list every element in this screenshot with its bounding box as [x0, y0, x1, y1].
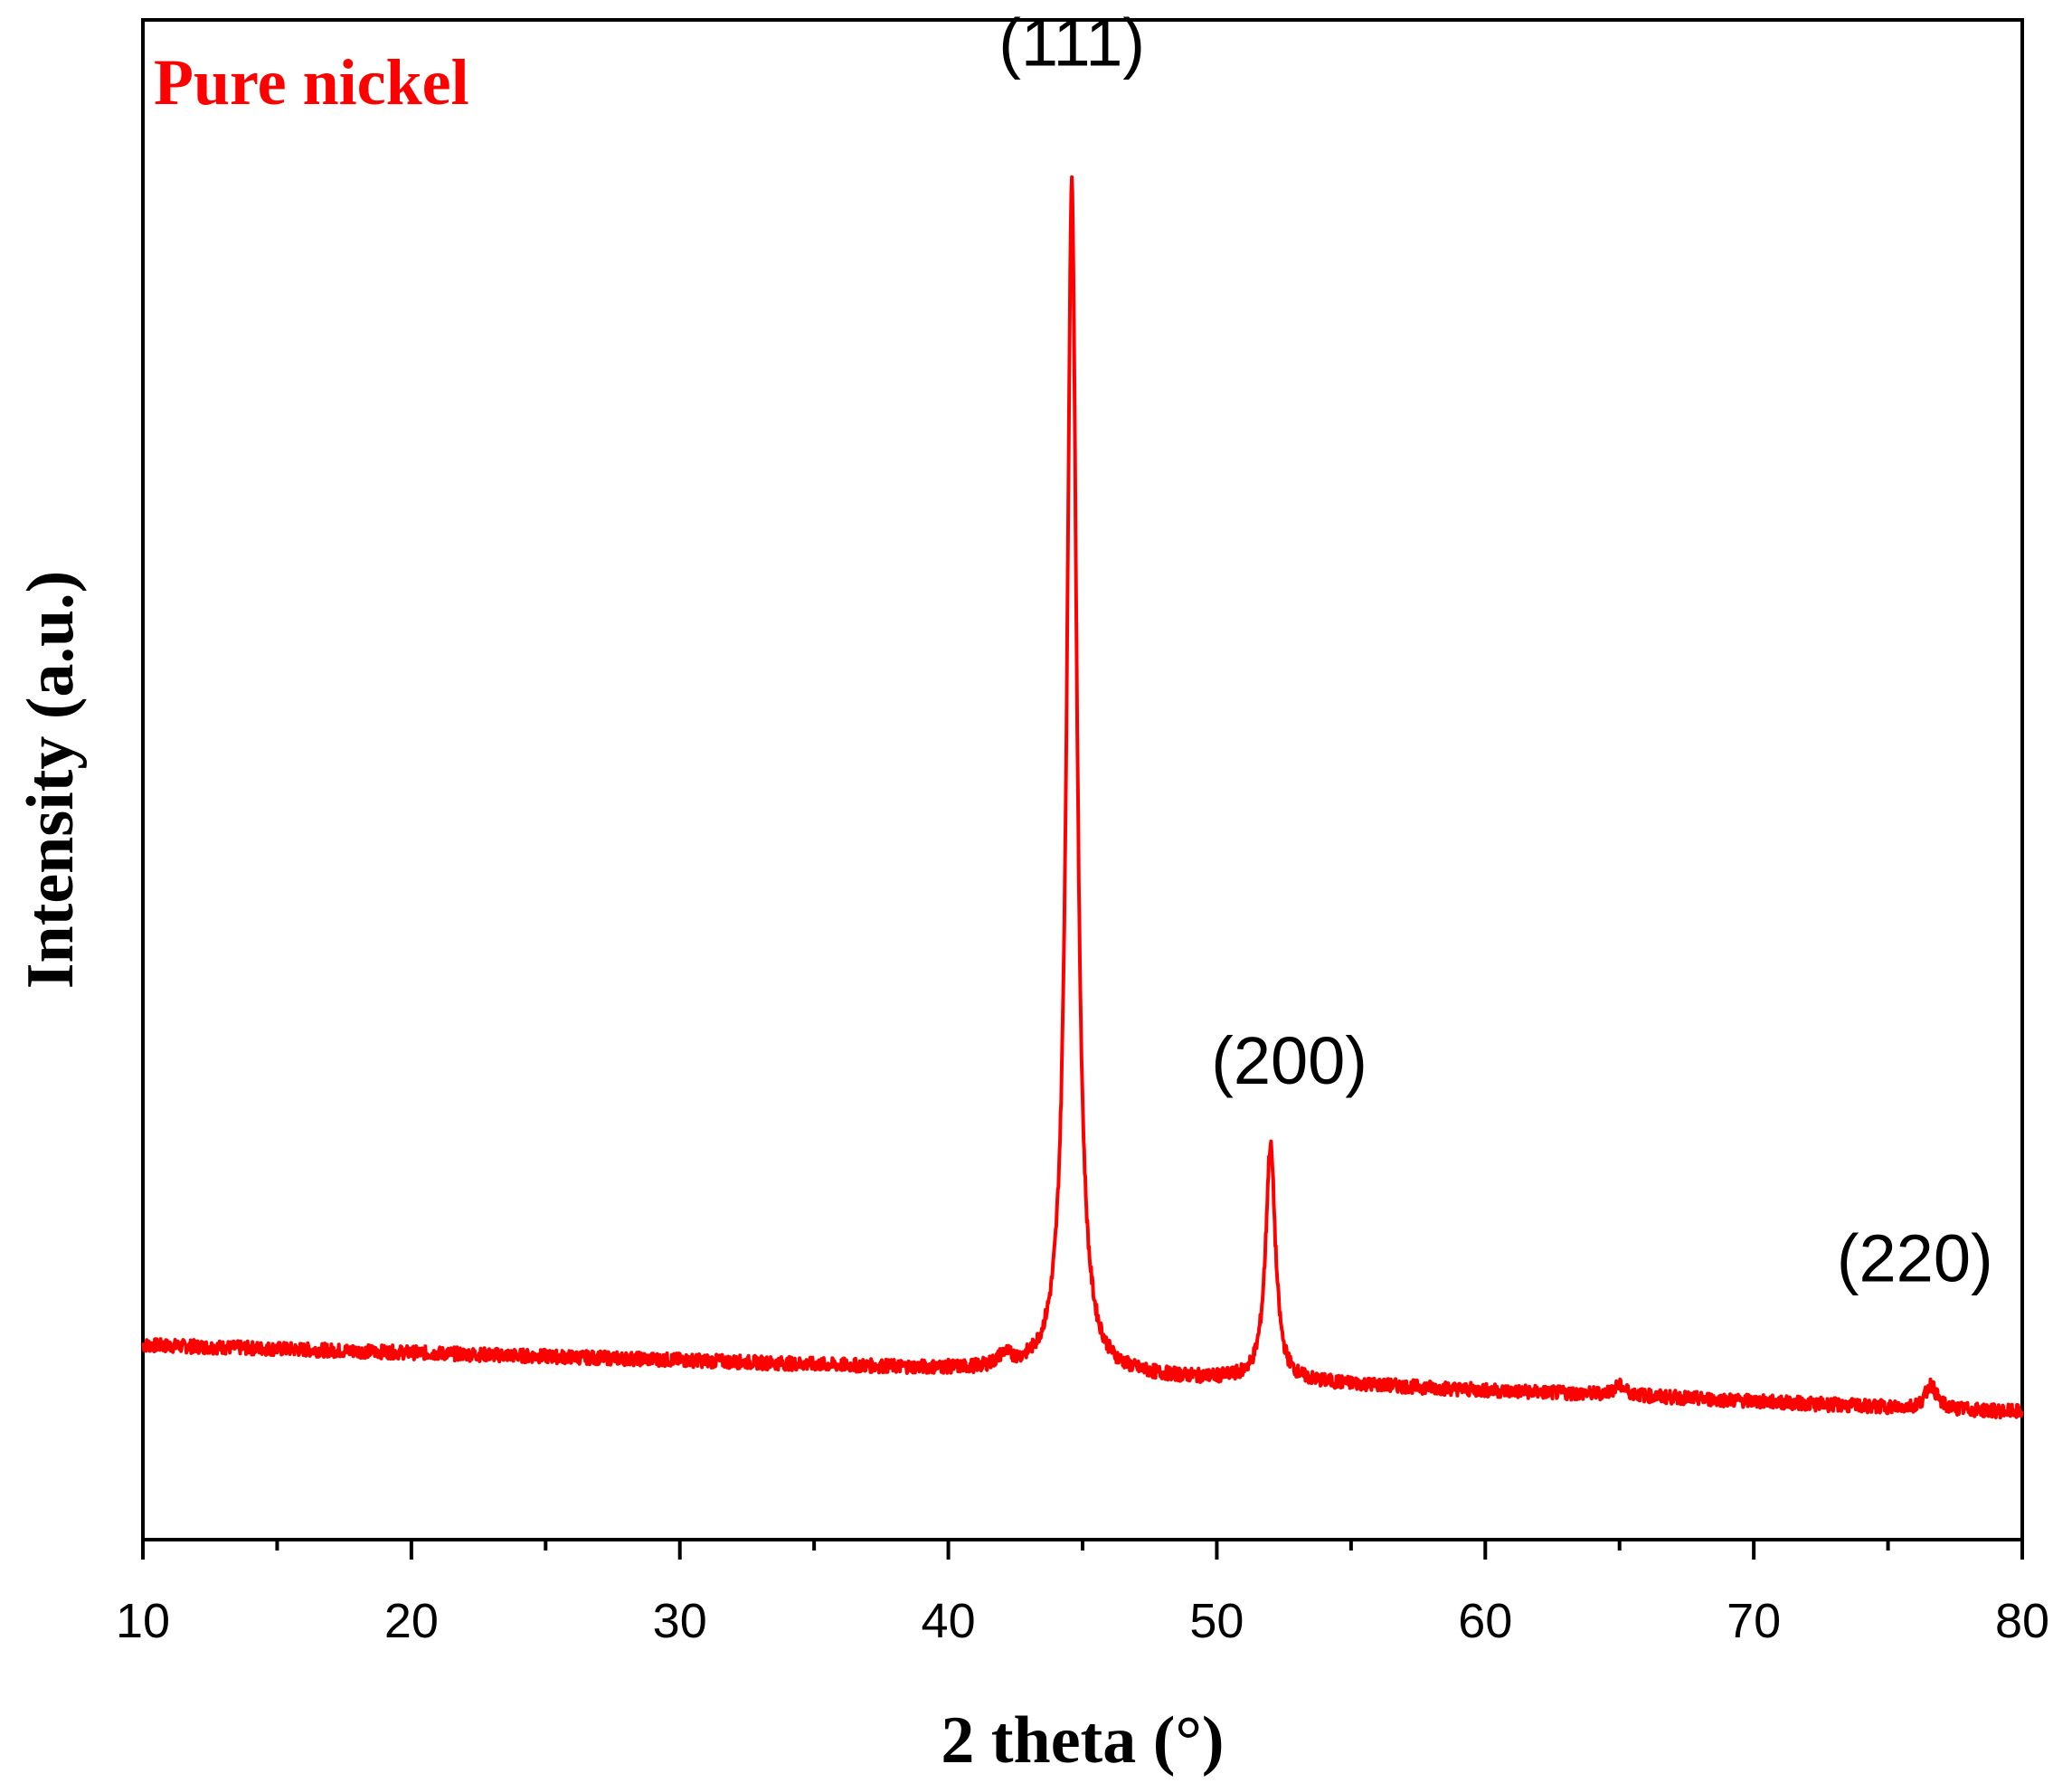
- y-axis-title: Intensity (a.u.): [14, 571, 88, 990]
- series-label: Pure nickel: [154, 46, 469, 119]
- peak-label: (200): [1211, 1023, 1367, 1098]
- x-tick-label: 20: [384, 1594, 439, 1648]
- peak-annotations: (111) (200) (220): [998, 5, 1992, 1295]
- x-tick-label: 30: [653, 1594, 707, 1648]
- x-axis-title: 2 theta (°): [941, 1703, 1224, 1778]
- plot-frame: [141, 18, 2024, 1541]
- x-axis-ticks: [141, 1540, 2024, 1560]
- x-tick-label: 10: [116, 1594, 170, 1648]
- peak-label: (220): [1837, 1220, 1993, 1295]
- x-tick-label: 50: [1189, 1594, 1244, 1648]
- peak-label: (111): [998, 5, 1145, 80]
- x-tick-label: 70: [1727, 1594, 1781, 1648]
- x-tick-label: 60: [1458, 1594, 1512, 1648]
- series-line-pure-nickel: [141, 175, 2024, 1420]
- x-tick-label: 80: [1995, 1594, 2049, 1648]
- x-tick-label: 40: [922, 1594, 976, 1648]
- x-axis-tick-labels: 10 20 30 40 50 60 70 80: [116, 1594, 2049, 1648]
